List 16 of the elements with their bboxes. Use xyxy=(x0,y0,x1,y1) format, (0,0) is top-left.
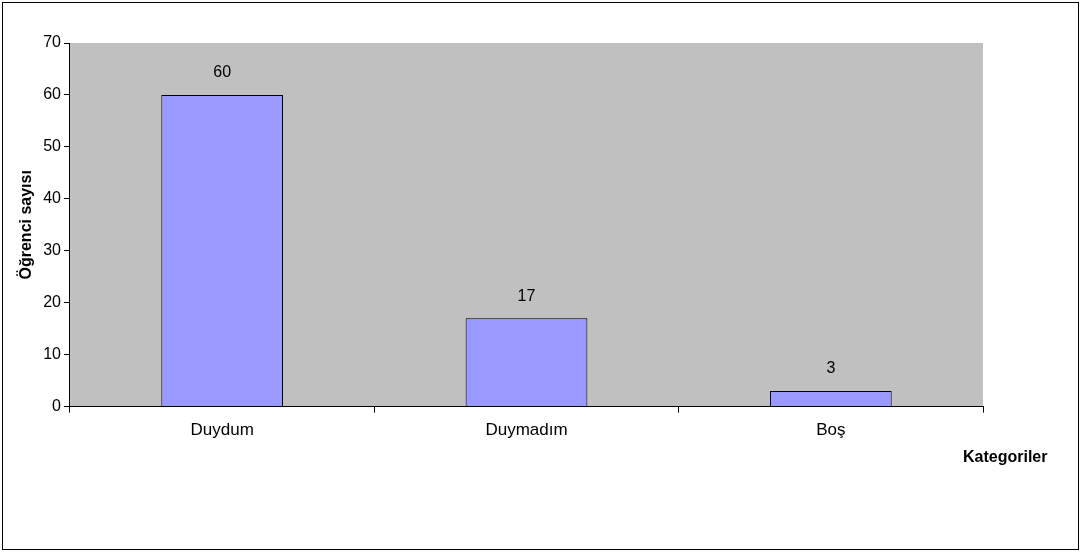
data-label: 60 xyxy=(213,63,232,81)
x-tick-label: Boş xyxy=(816,420,846,440)
y-tick-label: 30 xyxy=(43,241,62,259)
y-tick-label: 0 xyxy=(52,397,62,415)
y-tick-label: 40 xyxy=(43,189,62,207)
y-axis-title: Öğrenci sayısı xyxy=(16,170,35,280)
x-tick-label: Duymadım xyxy=(485,420,568,440)
data-label: 3 xyxy=(826,359,836,377)
data-label: 17 xyxy=(517,286,536,304)
y-tick-label: 70 xyxy=(43,33,62,51)
y-tick-label: 60 xyxy=(43,85,62,103)
y-tick-label: 10 xyxy=(43,345,62,363)
y-tick-label: 20 xyxy=(43,293,62,311)
x-tick-label: Duydum xyxy=(190,420,254,440)
y-tick-label: 50 xyxy=(43,137,62,155)
x-axis-title: Kategoriler xyxy=(963,448,1048,466)
